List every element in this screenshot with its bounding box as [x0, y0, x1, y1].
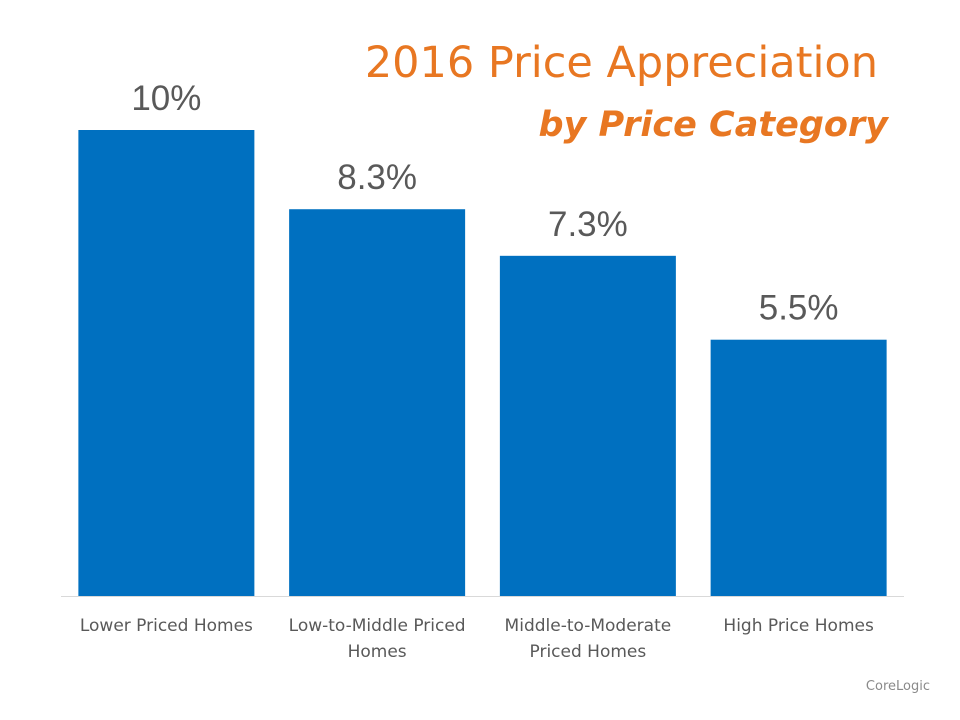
category-label-2: Low-to-Middle Priced Homes	[289, 616, 466, 662]
bar-2	[289, 209, 466, 596]
category-label-3: Middle-to-Moderate Priced Homes	[505, 616, 672, 662]
value-labels-group: 10% 8.3% 7.3% 5.5%	[131, 79, 838, 328]
bar-value-label-4: 5.5%	[759, 289, 839, 328]
bars-group	[78, 130, 887, 596]
chart-subtitle: by Price Category	[538, 105, 888, 145]
bar-value-label-2: 8.3%	[337, 158, 417, 197]
chart-title: 2016 Price Appreciation	[364, 38, 878, 88]
bar-value-label-1: 10%	[131, 79, 201, 118]
category-labels-group: Lower Priced Homes Low-to-Middle Priced Ho…	[80, 616, 874, 662]
bar-4	[710, 339, 887, 596]
category-label-1: Lower Priced Homes	[80, 616, 253, 636]
source-label: CoreLogic	[865, 679, 930, 694]
bar-1	[78, 130, 255, 596]
bar-3	[499, 255, 676, 596]
category-label-4: High Price Homes	[723, 616, 874, 636]
bar-value-label-3: 7.3%	[548, 205, 628, 244]
